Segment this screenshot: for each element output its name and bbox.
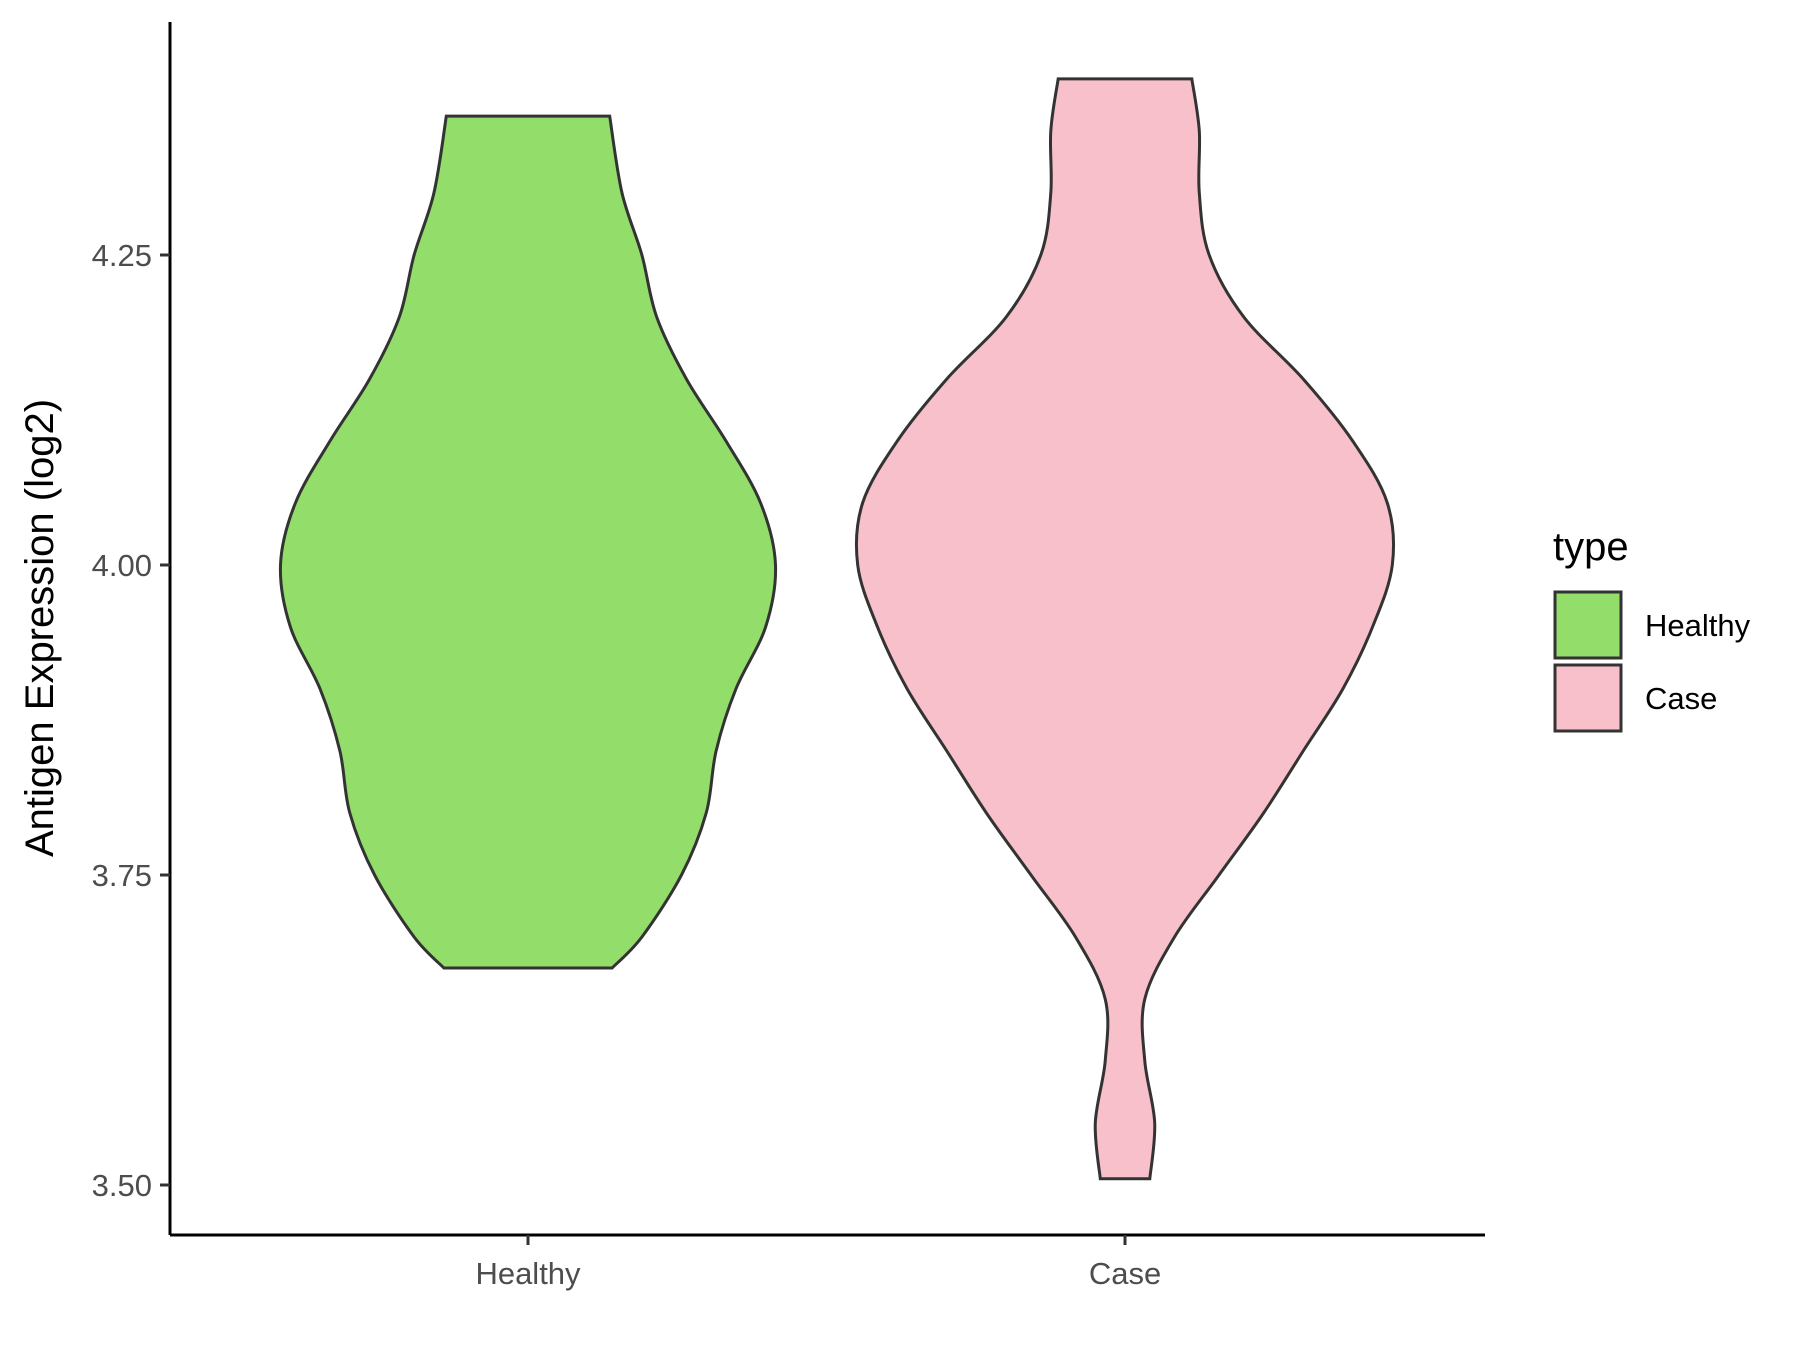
axes-layer bbox=[168, 22, 1485, 1237]
violin-case bbox=[854, 77, 1396, 1181]
legend-title: type bbox=[1553, 525, 1629, 569]
x-tick-label: Case bbox=[1089, 1256, 1161, 1291]
y-ticks: 3.50 3.75 4.00 4.25 bbox=[92, 238, 170, 1203]
y-tick-label: 3.50 bbox=[92, 1168, 152, 1203]
legend-label-case: Case bbox=[1645, 681, 1717, 716]
violin-healthy bbox=[278, 114, 778, 970]
legend-key-case bbox=[1553, 663, 1623, 733]
legend: type Healthy Case bbox=[1553, 525, 1751, 733]
x-ticks: Healthy Case bbox=[475, 1235, 1161, 1291]
x-tick-label: Healthy bbox=[475, 1256, 581, 1291]
y-axis-title: Antigen Expression (log2) bbox=[18, 399, 62, 857]
legend-label-healthy: Healthy bbox=[1645, 608, 1751, 643]
y-tick-label: 3.75 bbox=[92, 858, 152, 893]
violins-layer bbox=[278, 77, 1396, 1181]
y-tick-label: 4.00 bbox=[92, 548, 152, 583]
legend-key-healthy bbox=[1553, 590, 1623, 660]
y-tick-label: 4.25 bbox=[92, 238, 152, 273]
